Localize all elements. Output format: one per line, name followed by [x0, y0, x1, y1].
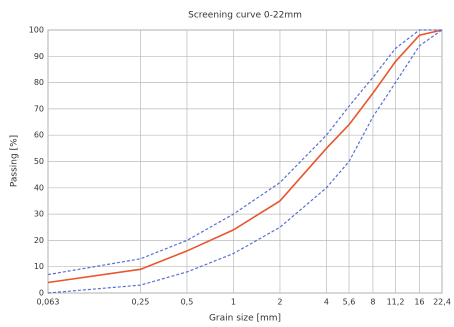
x-tick-label: 1	[231, 298, 236, 307]
x-tick-label: 11,2	[387, 298, 405, 307]
y-tick-label: 20	[34, 236, 44, 245]
x-tick-label: 0,5	[181, 298, 194, 307]
x-tick-label: 16	[414, 298, 424, 307]
y-tick-label: 60	[34, 131, 44, 140]
data-line	[47, 29, 442, 276]
y-tick-label: 30	[34, 210, 44, 219]
y-tick-label: 40	[34, 183, 44, 192]
chart-title: Screening curve 0-22mm	[188, 11, 302, 21]
x-tick-label: 8	[370, 298, 375, 307]
x-axis-label: Grain size [mm]	[209, 314, 281, 324]
x-tick-label: 5,6	[343, 298, 356, 307]
y-tick-label: 10	[34, 262, 44, 271]
x-tick-label: 0,063	[37, 298, 60, 307]
y-tick-label: 80	[34, 78, 44, 87]
y-tick-label: 50	[34, 157, 44, 166]
data-line	[47, 29, 443, 294]
y-tick-label: 90	[34, 52, 44, 61]
data-line	[47, 29, 443, 284]
y-tick-label: 100	[29, 26, 44, 35]
y-axis-label: Passing [%]	[10, 135, 20, 187]
y-tick-label: 0	[39, 289, 44, 298]
x-tick-label: 22,4	[433, 298, 451, 307]
x-tick-label: 0,25	[132, 298, 150, 307]
y-tick-label: 70	[34, 104, 44, 113]
x-tick-label: 4	[324, 298, 329, 307]
x-tick-label: 2	[277, 298, 282, 307]
